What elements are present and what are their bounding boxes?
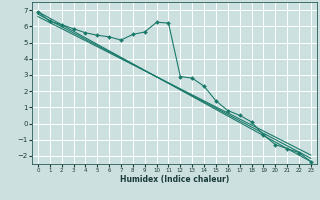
X-axis label: Humidex (Indice chaleur): Humidex (Indice chaleur): [120, 175, 229, 184]
